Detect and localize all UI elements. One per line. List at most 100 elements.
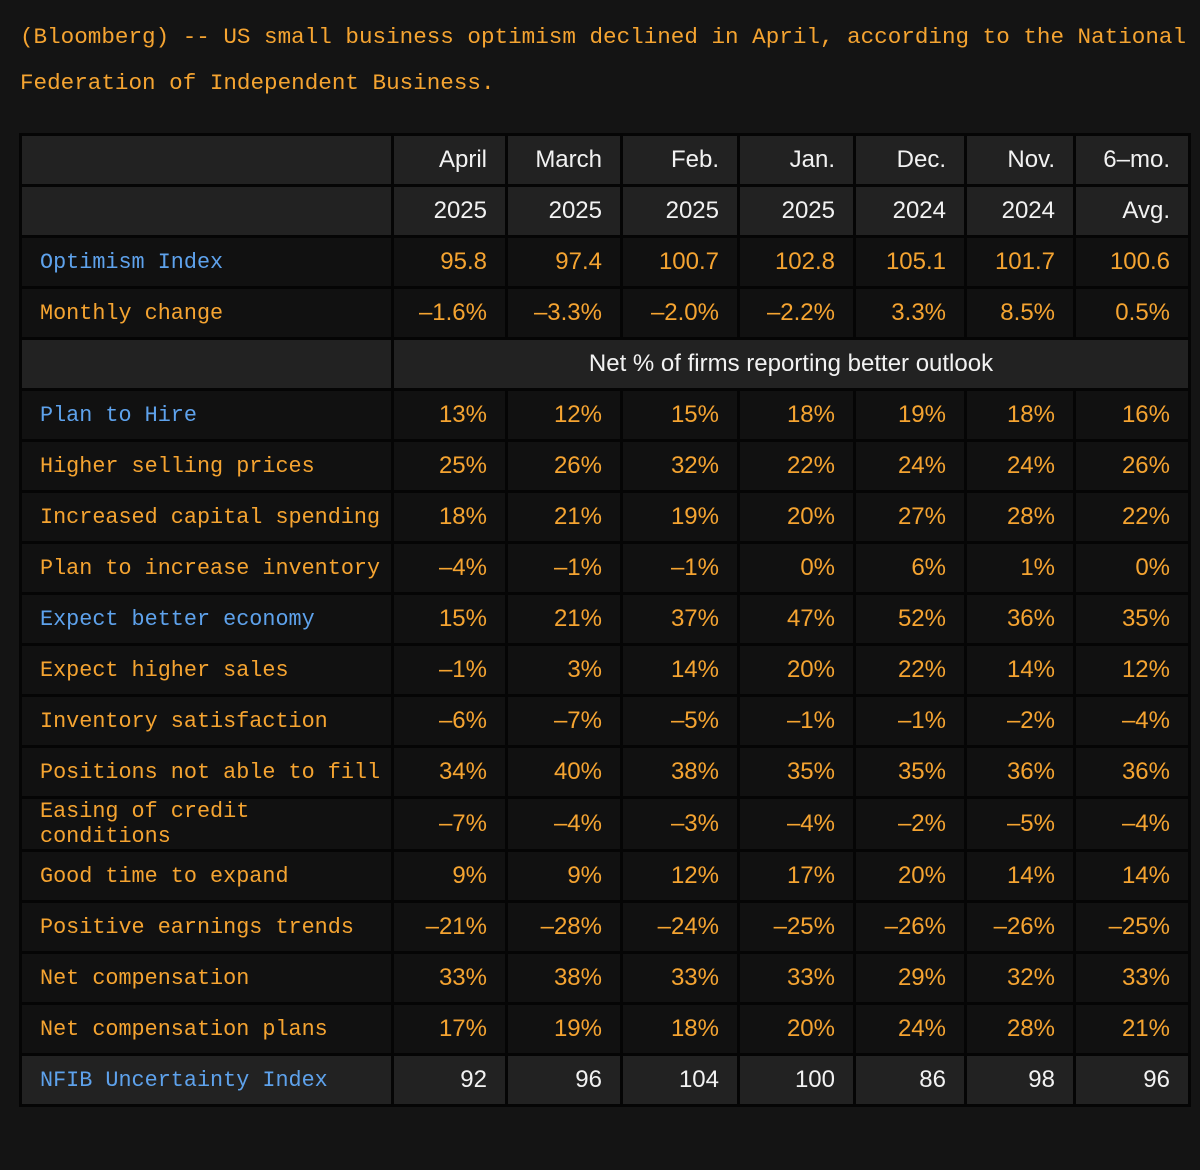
table-cell: –4% (391, 541, 508, 595)
table-cell: 52% (853, 592, 967, 646)
table-cell: 36% (964, 745, 1076, 799)
table-cell: 100.7 (620, 235, 740, 289)
table-cell: 20% (737, 490, 856, 544)
section-header-row: Net % of firms reporting better outlook (19, 337, 1191, 391)
table-cell: 21% (1073, 1002, 1191, 1056)
table-cell: 6% (853, 541, 967, 595)
table-cell: –2.0% (620, 286, 740, 340)
table-cell: 15% (391, 592, 508, 646)
table-cell: –4% (1073, 694, 1191, 748)
table-cell: March (505, 133, 623, 187)
table-row: Positions not able to fill 34% 40% 38% 35% 35… (19, 745, 1191, 799)
table-cell: 12% (620, 849, 740, 903)
table-cell: 25% (391, 439, 508, 493)
table-cell: 18% (964, 388, 1076, 442)
table-cell: 12% (1073, 643, 1191, 697)
table-row: Expect higher sales –1% 3% 14% 20% 22% 14% 12% (19, 643, 1191, 697)
row-label (19, 337, 394, 391)
table-cell: 96 (505, 1053, 623, 1107)
table-cell: –3.3% (505, 286, 623, 340)
row-label: Expect higher sales (19, 643, 394, 697)
row-label: Inventory satisfaction (19, 694, 394, 748)
table-cell: 28% (964, 1002, 1076, 1056)
table-cell: 47% (737, 592, 856, 646)
row-label: Optimism Index (19, 235, 394, 289)
header-row-years: 2025 2025 2025 2025 2024 2024 Avg. (19, 184, 1191, 238)
table-cell: 33% (1073, 951, 1191, 1005)
table-cell: 2025 (505, 184, 623, 238)
table-cell: 24% (853, 1002, 967, 1056)
row-label: NFIB Uncertainty Index (19, 1053, 394, 1107)
table-cell: 18% (391, 490, 508, 544)
table-cell: –3% (620, 796, 740, 852)
row-label: Good time to expand (19, 849, 394, 903)
header-row-months: April March Feb. Jan. Dec. Nov. 6–mo. (19, 133, 1191, 187)
table-cell: 15% (620, 388, 740, 442)
row-label: Net compensation (19, 951, 394, 1005)
table-cell: 100 (737, 1053, 856, 1107)
section-label: Net % of firms reporting better outlook (391, 337, 1191, 391)
table-cell: 2024 (964, 184, 1076, 238)
table-cell: Dec. (853, 133, 967, 187)
table-cell: 3% (505, 643, 623, 697)
table-row: Plan to Hire 13% 12% 15% 18% 19% 18% 16% (19, 388, 1191, 442)
table-cell: 22% (1073, 490, 1191, 544)
table-cell: 92 (391, 1053, 508, 1107)
table-row: Expect better economy 15% 21% 37% 47% 52% 36% 3… (19, 592, 1191, 646)
table-cell: 35% (1073, 592, 1191, 646)
table-cell: 97.4 (505, 235, 623, 289)
table-cell: 96 (1073, 1053, 1191, 1107)
table-cell: 27% (853, 490, 967, 544)
table-cell: 20% (737, 1002, 856, 1056)
table-cell: –28% (505, 900, 623, 954)
table-cell: 19% (505, 1002, 623, 1056)
table-cell: –1% (505, 541, 623, 595)
article-intro: (Bloomberg) -- US small business optimis… (20, 24, 1187, 96)
row-label: Positive earnings trends (19, 900, 394, 954)
row-label: Increased capital spending (19, 490, 394, 544)
table-cell: 102.8 (737, 235, 856, 289)
table-cell: –26% (964, 900, 1076, 954)
table-cell: 26% (1073, 439, 1191, 493)
monthly-change-row: Monthly change –1.6% –3.3% –2.0% –2.2% 3.3% 8.… (19, 286, 1191, 340)
table-cell: 9% (505, 849, 623, 903)
table-cell: 2024 (853, 184, 967, 238)
table-cell: 24% (853, 439, 967, 493)
table-cell: –2.2% (737, 286, 856, 340)
table-cell: 86 (853, 1053, 967, 1107)
table-cell: –25% (1073, 900, 1191, 954)
table-cell: 34% (391, 745, 508, 799)
table-cell: –1% (620, 541, 740, 595)
table-cell: 0% (1073, 541, 1191, 595)
table-cell: –25% (737, 900, 856, 954)
row-label (19, 133, 394, 187)
uncertainty-index-row: NFIB Uncertainty Index 92 96 104 100 86 98 96 (19, 1053, 1191, 1107)
table-cell: 18% (737, 388, 856, 442)
table-cell: 19% (853, 388, 967, 442)
table-row: Plan to increase inventory –4% –1% –1% 0% 6% 1… (19, 541, 1191, 595)
table-cell: 0.5% (1073, 286, 1191, 340)
table-cell: 18% (620, 1002, 740, 1056)
table-cell: 17% (391, 1002, 508, 1056)
table-cell: 105.1 (853, 235, 967, 289)
table-cell: 19% (620, 490, 740, 544)
nfib-table: April March Feb. Jan. Dec. Nov. 6–mo. 2025 2025 2… (19, 133, 1191, 1107)
table-cell: 36% (1073, 745, 1191, 799)
table-cell: 17% (737, 849, 856, 903)
table-cell: 29% (853, 951, 967, 1005)
table-cell: Nov. (964, 133, 1076, 187)
table-row: Positive earnings trends –21% –28% –24% –25%… (19, 900, 1191, 954)
row-label (19, 184, 394, 238)
table-cell: 35% (853, 745, 967, 799)
row-label: Higher selling prices (19, 439, 394, 493)
row-label: Plan to Hire (19, 388, 394, 442)
table-cell: 0% (737, 541, 856, 595)
table-cell: –2% (964, 694, 1076, 748)
table-cell: 14% (620, 643, 740, 697)
table-cell: April (391, 133, 508, 187)
table-cell: 21% (505, 490, 623, 544)
table-cell: 98 (964, 1053, 1076, 1107)
table-cell: –5% (964, 796, 1076, 852)
table-cell: 33% (737, 951, 856, 1005)
table-cell: 95.8 (391, 235, 508, 289)
